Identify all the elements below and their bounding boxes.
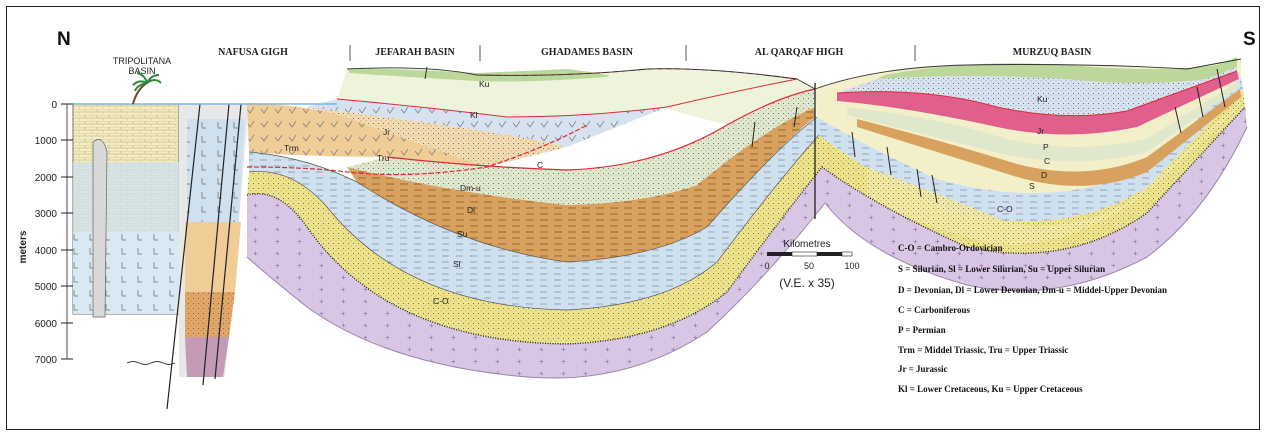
depth-label-4000: 4000 xyxy=(35,246,58,257)
unit-co-south: C-O xyxy=(997,204,1013,214)
legend-item-triassic: Trm = Middel Triassic, Tru = Upper Trias… xyxy=(898,345,1068,355)
depth-label-7000: 7000 xyxy=(35,355,58,366)
scale-tick-100: 100 xyxy=(844,261,859,271)
legend: C-O = Cambro-Ordovician S = Silurian, Sl… xyxy=(898,243,1167,394)
vertical-exaggeration: (V.E. x 35) xyxy=(779,276,835,290)
legend-item-cretaceous: Kl = Lower Cretaceous, Ku = Upper Cretac… xyxy=(898,384,1083,394)
unit-tru: Tru xyxy=(377,153,390,163)
depth-axis-title: meters xyxy=(18,230,29,263)
region-label-qarqaf: AL QARQAF HIGH xyxy=(755,47,844,58)
unit-co-north: C-O xyxy=(433,296,449,306)
scale-bar-title: Kilometres xyxy=(783,239,830,250)
region-label-tripolitana-2: BASIN xyxy=(128,66,155,76)
unit-p-south: P xyxy=(1043,142,1049,152)
unit-labels: Ku Kl Jr Trm Tru C Dm-u Dl Su Sl C-O Ku … xyxy=(284,79,1050,306)
depth-label-6000: 6000 xyxy=(35,319,58,330)
depth-axis: 0 1000 2000 3000 4000 5000 6000 7000 met… xyxy=(18,100,73,366)
legend-item-jurassic: Jr = Jurassic xyxy=(898,364,947,374)
region-label-tripolitana-1: TRIPOLITANA xyxy=(113,56,171,66)
depth-label-5000: 5000 xyxy=(35,282,58,293)
legend-item-co: C-O = Cambro-Ordovician xyxy=(898,243,1002,253)
depth-label-1000: 1000 xyxy=(35,136,58,147)
unit-kl-north: Kl xyxy=(470,110,478,120)
unit-sl: Sl xyxy=(453,259,461,269)
legend-item-carboniferous: C = Carboniferous xyxy=(898,305,970,315)
depth-label-3000: 3000 xyxy=(35,209,58,220)
scale-tick-50: 50 xyxy=(804,261,814,271)
cross-section-diagram: + xyxy=(18,29,1256,410)
region-dividers xyxy=(349,45,916,61)
unit-c-north: C xyxy=(537,160,543,170)
legend-item-devonian: D = Devonian, Dl = Lower Devonian, Dm-u … xyxy=(898,285,1167,295)
unit-ku-north: Ku xyxy=(479,79,490,89)
region-label-jefarah: JEFARAH BASIN xyxy=(375,47,455,58)
unit-dl: Dl xyxy=(467,205,475,215)
region-label-ghadames: GHADAMES BASIN xyxy=(541,47,634,58)
palm-tree-icon xyxy=(132,72,162,105)
unit-trm: Trm xyxy=(284,143,299,153)
unit-dmu: Dm-u xyxy=(460,183,481,193)
unit-ku-south: Ku xyxy=(1037,94,1048,104)
legend-item-permian: P = Permian xyxy=(898,325,946,335)
depth-label-2000: 2000 xyxy=(35,173,58,184)
scale-tick-0: 0 xyxy=(764,261,769,271)
legend-item-silurian: S = Silurian, Sl = Lower Silurian, Su = … xyxy=(898,264,1105,274)
depth-label-0: 0 xyxy=(51,100,57,111)
scale-bar: Kilometres 0 50 100 (V.E. x 35) xyxy=(764,239,859,290)
figure-frame: + xyxy=(6,6,1260,430)
south-label: S xyxy=(1243,29,1256,50)
unit-d-south: D xyxy=(1041,170,1047,180)
unit-jr-south: Jr xyxy=(1037,126,1044,136)
region-label-nafusa: NAFUSA GIGH xyxy=(218,47,288,58)
unit-s-south: S xyxy=(1029,181,1035,191)
north-label: N xyxy=(57,29,71,50)
main-section xyxy=(246,57,1248,379)
nafusa-fault-block xyxy=(126,103,249,410)
tripolitana-column xyxy=(72,103,180,318)
region-label-murzuq: MURZUQ BASIN xyxy=(1013,47,1092,58)
unit-su: Su xyxy=(457,229,468,239)
unit-jr-north: Jr xyxy=(383,127,390,137)
unit-c-south: C xyxy=(1044,156,1050,166)
